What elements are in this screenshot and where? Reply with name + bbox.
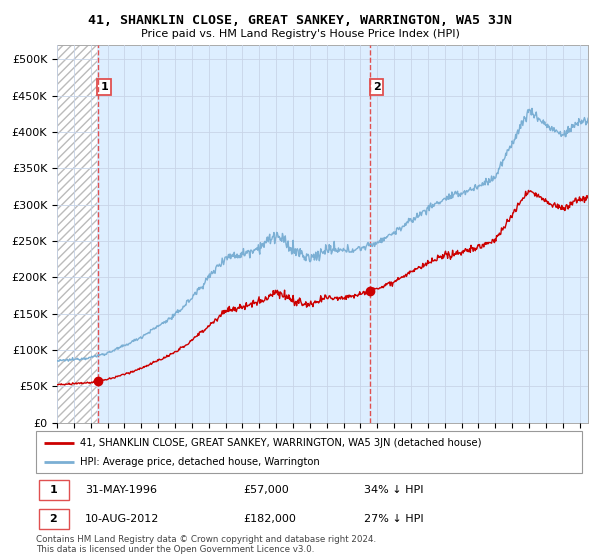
Text: 34% ↓ HPI: 34% ↓ HPI: [364, 485, 423, 495]
Text: 41, SHANKLIN CLOSE, GREAT SANKEY, WARRINGTON, WA5 3JN: 41, SHANKLIN CLOSE, GREAT SANKEY, WARRIN…: [88, 14, 512, 27]
FancyBboxPatch shape: [36, 431, 582, 473]
Text: 27% ↓ HPI: 27% ↓ HPI: [364, 514, 423, 524]
Text: 31-MAY-1996: 31-MAY-1996: [85, 485, 157, 495]
FancyBboxPatch shape: [39, 480, 69, 500]
Text: 2: 2: [50, 514, 58, 524]
Text: 2: 2: [373, 82, 380, 92]
Text: £57,000: £57,000: [244, 485, 289, 495]
Text: 10-AUG-2012: 10-AUG-2012: [85, 514, 160, 524]
Text: 1: 1: [100, 82, 108, 92]
FancyBboxPatch shape: [39, 509, 69, 529]
Text: HPI: Average price, detached house, Warrington: HPI: Average price, detached house, Warr…: [80, 457, 319, 467]
Text: Price paid vs. HM Land Registry's House Price Index (HPI): Price paid vs. HM Land Registry's House …: [140, 29, 460, 39]
Text: £182,000: £182,000: [244, 514, 296, 524]
Text: 1: 1: [50, 485, 58, 495]
Text: Contains HM Land Registry data © Crown copyright and database right 2024.
This d: Contains HM Land Registry data © Crown c…: [36, 535, 376, 554]
Text: 41, SHANKLIN CLOSE, GREAT SANKEY, WARRINGTON, WA5 3JN (detached house): 41, SHANKLIN CLOSE, GREAT SANKEY, WARRIN…: [80, 437, 481, 447]
